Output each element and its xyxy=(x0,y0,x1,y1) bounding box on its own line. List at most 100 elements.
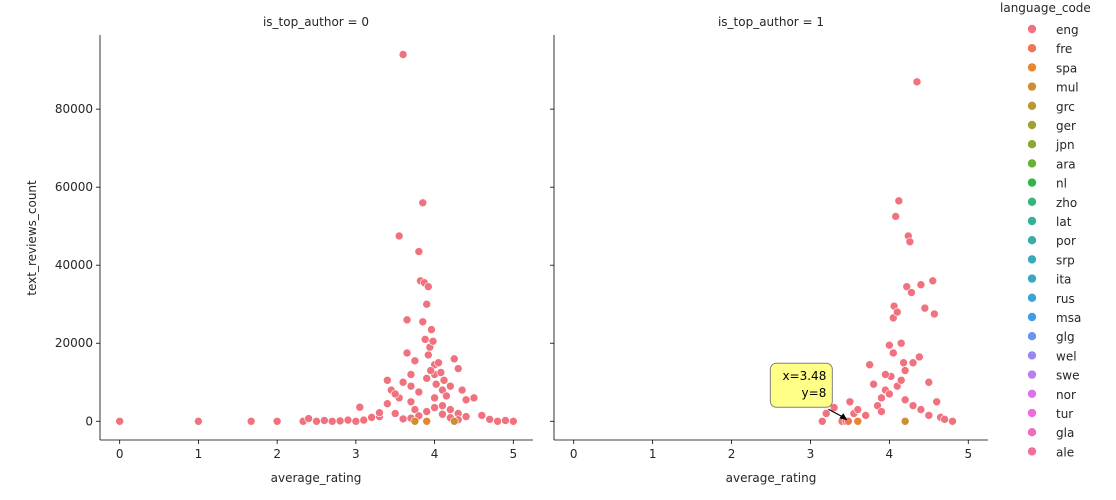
legend-label-jpn: jpn xyxy=(1055,138,1075,152)
legend: language_code eng fre spa mul grc ger jpn ara nl… xyxy=(1000,1,1091,459)
scatter-point xyxy=(900,416,910,426)
legend-label-ita: ita xyxy=(1056,273,1071,287)
scatter-point xyxy=(398,50,408,59)
scatter-point xyxy=(509,416,518,426)
scatter-point xyxy=(905,237,915,247)
legend-label-wel: wel xyxy=(1056,349,1077,363)
legend-label-grc: grc xyxy=(1056,100,1075,114)
scatter-point xyxy=(446,405,455,414)
legend-title: language_code xyxy=(1000,1,1091,15)
scatter-point xyxy=(912,77,922,87)
scatter-point xyxy=(477,411,487,420)
legend-marker-gla xyxy=(1027,427,1037,438)
scatter-point xyxy=(439,376,449,385)
scatter-point xyxy=(410,416,420,426)
scatter-point xyxy=(877,393,886,403)
scatter-point xyxy=(115,416,124,426)
scatter-point xyxy=(924,411,934,420)
legend-marker-mul xyxy=(1027,81,1037,92)
scatter-point xyxy=(885,340,894,350)
legend-marker-swe xyxy=(1027,369,1037,380)
scatter-point xyxy=(410,356,420,366)
scatter-point xyxy=(900,395,910,405)
scatter-point xyxy=(916,280,926,290)
scatter-point xyxy=(915,352,924,362)
legend-label-srp: srp xyxy=(1056,253,1075,267)
scatter-point xyxy=(414,247,424,256)
scatter-point xyxy=(449,416,459,426)
x-tick-label: 4 xyxy=(431,447,439,461)
scatter-point xyxy=(430,393,439,403)
scatter-point xyxy=(457,385,467,395)
scatter-point xyxy=(423,350,433,360)
scatter-point xyxy=(422,374,432,383)
scatter-point xyxy=(873,401,882,410)
scatter-point xyxy=(889,313,898,323)
scatter-point xyxy=(907,288,916,297)
x-tick-label: 1 xyxy=(195,447,203,461)
scatter-points-0 xyxy=(115,50,518,426)
scatter-point xyxy=(469,393,479,403)
legend-marker-nl xyxy=(1027,177,1037,188)
legend-label-eng: eng xyxy=(1056,23,1079,37)
scatter-point xyxy=(422,407,432,416)
legend-marker-nor xyxy=(1027,388,1037,399)
scatter-point xyxy=(902,282,912,291)
x-tick-label: 2 xyxy=(273,447,281,461)
scatter-point xyxy=(829,403,839,412)
hover-annotation: x=3.48 y=8 xyxy=(769,362,848,421)
legend-label-glg: glg xyxy=(1056,330,1075,344)
scatter-point xyxy=(383,376,392,385)
scatter-point xyxy=(930,309,939,319)
y-axis-label: text_reviews_count xyxy=(25,180,39,296)
scatter-point xyxy=(367,413,376,422)
scatter-point xyxy=(900,366,910,375)
scatter-point xyxy=(865,360,874,369)
legend-label-tur: tur xyxy=(1056,407,1073,421)
scatter-point xyxy=(896,376,906,385)
scatter-point xyxy=(304,414,313,423)
scatter-point xyxy=(246,416,256,426)
scatter-point xyxy=(940,415,949,424)
scatter-point xyxy=(861,411,870,420)
scatter-point xyxy=(422,299,432,309)
legend-marker-rus xyxy=(1027,292,1037,303)
y-ticks-1 xyxy=(550,108,554,422)
scatter-point xyxy=(501,416,510,425)
scatter-point xyxy=(422,416,432,426)
legend-marker-glg xyxy=(1027,331,1037,342)
scatter-point xyxy=(916,405,926,414)
scatter-point xyxy=(335,416,345,426)
y-ticks-0: 0 20000 40000 60000 80000 xyxy=(55,102,100,428)
scatter-point xyxy=(406,370,416,379)
scatter-point xyxy=(343,415,353,425)
scatter-point xyxy=(932,397,942,407)
annotation-y-text: y=8 xyxy=(802,386,827,400)
x-tick-label: 4 xyxy=(886,447,894,461)
scatter-point xyxy=(442,391,451,401)
scatter-point xyxy=(891,212,900,221)
legend-label-ara: ara xyxy=(1056,157,1076,171)
scatter-point xyxy=(390,389,400,399)
scatter-point xyxy=(461,395,471,405)
legend-marker-ita xyxy=(1027,273,1037,284)
scatter-point xyxy=(402,315,412,325)
scatter-point xyxy=(438,385,447,395)
scatter-point xyxy=(320,416,329,425)
scatter-point xyxy=(449,354,459,364)
scatter-point xyxy=(461,412,471,421)
legend-marker-msa xyxy=(1027,312,1037,322)
annotation-arrow-head xyxy=(839,413,848,421)
legend-label-gla: gla xyxy=(1056,426,1074,440)
scatter-point xyxy=(355,402,365,412)
x-tick-label: 3 xyxy=(807,447,815,461)
scatter-point xyxy=(821,409,831,418)
y-tick-label: 20000 xyxy=(55,336,93,350)
x-axis-label-0: average_rating xyxy=(271,471,362,485)
x-tick-label: 5 xyxy=(964,447,972,461)
scatter-point xyxy=(877,407,886,416)
legend-label-zho: zho xyxy=(1056,196,1077,210)
